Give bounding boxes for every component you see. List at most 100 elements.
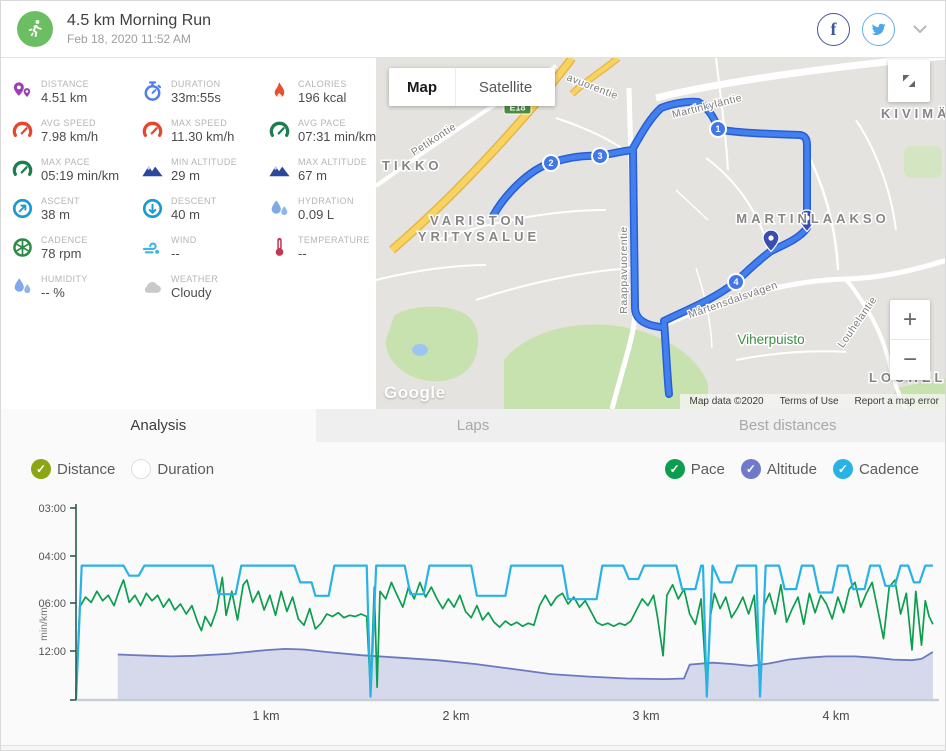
speedometer-icon: [141, 119, 164, 142]
stat-item: TEMPERATURE --: [268, 228, 380, 267]
checked-toggle-icon: ✓: [832, 459, 853, 479]
map-attribution: Map data ©2020 Terms of Use Report a map…: [679, 394, 945, 409]
series-toggle-cadence[interactable]: ✓ Cadence: [832, 459, 919, 479]
section-divider: [1, 732, 945, 746]
descent-gauge-icon: [141, 197, 164, 220]
stat-item: AVG PACE 07:31 min/km: [268, 111, 380, 150]
zoom-out-button[interactable]: −: [902, 346, 917, 373]
pond: [412, 344, 428, 356]
svg-text:4: 4: [733, 277, 738, 287]
cadence-line: [74, 564, 933, 701]
activity-header: 4.5 km Morning Run Feb 18, 2020 11:52 AM…: [1, 1, 945, 58]
stat-item: MAX ALTITUDE 67 m: [268, 150, 380, 189]
stat-value: 67 m: [298, 167, 327, 183]
x-axis-option-distance[interactable]: ✓ Distance: [31, 459, 115, 479]
fullscreen-toggle-button[interactable]: [888, 60, 930, 102]
park-area: [904, 146, 942, 178]
route-map[interactable]: E18 1 2 3 4: [376, 58, 945, 409]
park-area: [385, 306, 479, 382]
km-marker-2: 2: [542, 154, 560, 172]
stat-item: DISTANCE 4.51 km: [11, 72, 141, 111]
stat-item: MAX SPEED 11.30 km/h: [141, 111, 268, 150]
x-tick-label: 4 km: [822, 709, 849, 723]
y-tick-label: 04:00: [38, 551, 66, 563]
share-twitter-button[interactable]: [862, 12, 895, 46]
map-label-yritysalue: YRITYSALUE: [418, 229, 540, 244]
chip-label: Cadence: [858, 460, 919, 478]
stat-value: Cloudy: [171, 284, 212, 300]
km-markers: 1 2 3 4: [542, 120, 745, 291]
stat-value: 78 rpm: [41, 245, 82, 261]
stat-label: AVG SPEED: [41, 117, 96, 128]
checked-toggle-icon: ✓: [740, 459, 761, 479]
running-activity-icon: [17, 11, 53, 47]
y-tick-label: 03:00: [38, 503, 66, 515]
stat-label: DURATION: [171, 78, 221, 89]
analysis-chart: 03:00 04:00 06:00 12:00 1 km 2 km 3 km 4 km min/…: [38, 503, 939, 723]
map-type-control: Map Satellite: [389, 68, 555, 106]
map-label-petikko: TIKKO: [382, 158, 442, 173]
page-footer-strip: [1, 746, 945, 750]
zoom-in-button[interactable]: +: [890, 300, 930, 340]
mountains-icon: [268, 158, 291, 181]
stat-item: AVG SPEED 7.98 km/h: [11, 111, 141, 150]
satellite-view-button[interactable]: Satellite: [455, 68, 555, 106]
svg-text:3: 3: [597, 151, 602, 161]
map-label-martinlaakso: MARTINLAAKSO: [736, 211, 889, 226]
share-facebook-button[interactable]: f: [817, 12, 850, 46]
stat-label: HUMIDITY: [41, 273, 88, 284]
stat-value: 29 m: [171, 167, 200, 183]
stat-label: DISTANCE: [41, 78, 90, 89]
cloud-icon: [141, 275, 164, 298]
ascent-gauge-icon: [11, 197, 34, 220]
stat-label: MAX ALTITUDE: [298, 156, 368, 167]
map-data-copyright: Map data ©2020: [689, 396, 764, 407]
map-view-button[interactable]: Map: [389, 68, 455, 106]
terms-of-use-link[interactable]: Terms of Use: [779, 396, 839, 407]
map-pins-icon: [11, 80, 34, 103]
stopwatch-icon: [141, 80, 164, 103]
stat-value: 40 m: [171, 206, 200, 222]
series-toggle-altitude[interactable]: ✓ Altitude: [740, 459, 817, 479]
tab-best-distances[interactable]: Best distances: [738, 417, 837, 434]
altitude-line: [117, 647, 934, 681]
x-tick-label: 1 km: [252, 709, 279, 723]
thermometer-icon: [268, 236, 291, 259]
stat-label: CADENCE: [41, 234, 88, 245]
stat-item: MAX PACE 05:19 min/km: [11, 150, 141, 189]
tab-laps[interactable]: Laps: [456, 417, 490, 434]
chip-label: Altitude: [766, 460, 817, 478]
altitude-area: [117, 648, 933, 700]
flame-icon: [268, 80, 291, 103]
google-logo[interactable]: Google: [384, 383, 446, 402]
svg-text:1: 1: [715, 124, 720, 134]
stat-label: CALORIES: [298, 78, 347, 89]
checked-toggle-icon: ✓: [664, 459, 685, 479]
km-marker-3: 3: [591, 147, 609, 165]
checked-radio-icon: ✓: [31, 459, 51, 479]
speedometer-icon: [268, 119, 291, 142]
summary-section: DISTANCE 4.51 km DURATION 33m:55s CALORI…: [1, 58, 945, 409]
series-toggle-pace[interactable]: ✓ Pace: [664, 459, 725, 479]
report-map-error-link[interactable]: Report a map error: [854, 396, 939, 407]
x-tick-label: 3 km: [632, 709, 659, 723]
stat-value: -- %: [41, 284, 65, 300]
y-tick-label: 12:00: [38, 646, 66, 658]
chevron-down-icon[interactable]: [913, 25, 927, 33]
stat-label: WEATHER: [171, 273, 219, 284]
stat-value: 0.09 L: [298, 206, 335, 222]
water-drops-icon: [268, 197, 291, 220]
road-label-raappavuorentie: Raappavuorentie: [618, 226, 630, 313]
mountains-icon: [141, 158, 164, 181]
unchecked-radio-icon: [131, 459, 152, 479]
route-end-pin: [798, 209, 816, 233]
stat-label: MIN ALTITUDE: [171, 156, 238, 167]
facebook-icon: f: [830, 18, 837, 39]
stat-label: AVG PACE: [298, 117, 346, 128]
stat-value: --: [171, 245, 180, 261]
tab-analysis[interactable]: Analysis: [1, 409, 316, 442]
stat-item: WIND --: [141, 228, 268, 267]
x-axis-option-duration[interactable]: Duration: [131, 459, 214, 479]
pace-line: [75, 576, 934, 692]
